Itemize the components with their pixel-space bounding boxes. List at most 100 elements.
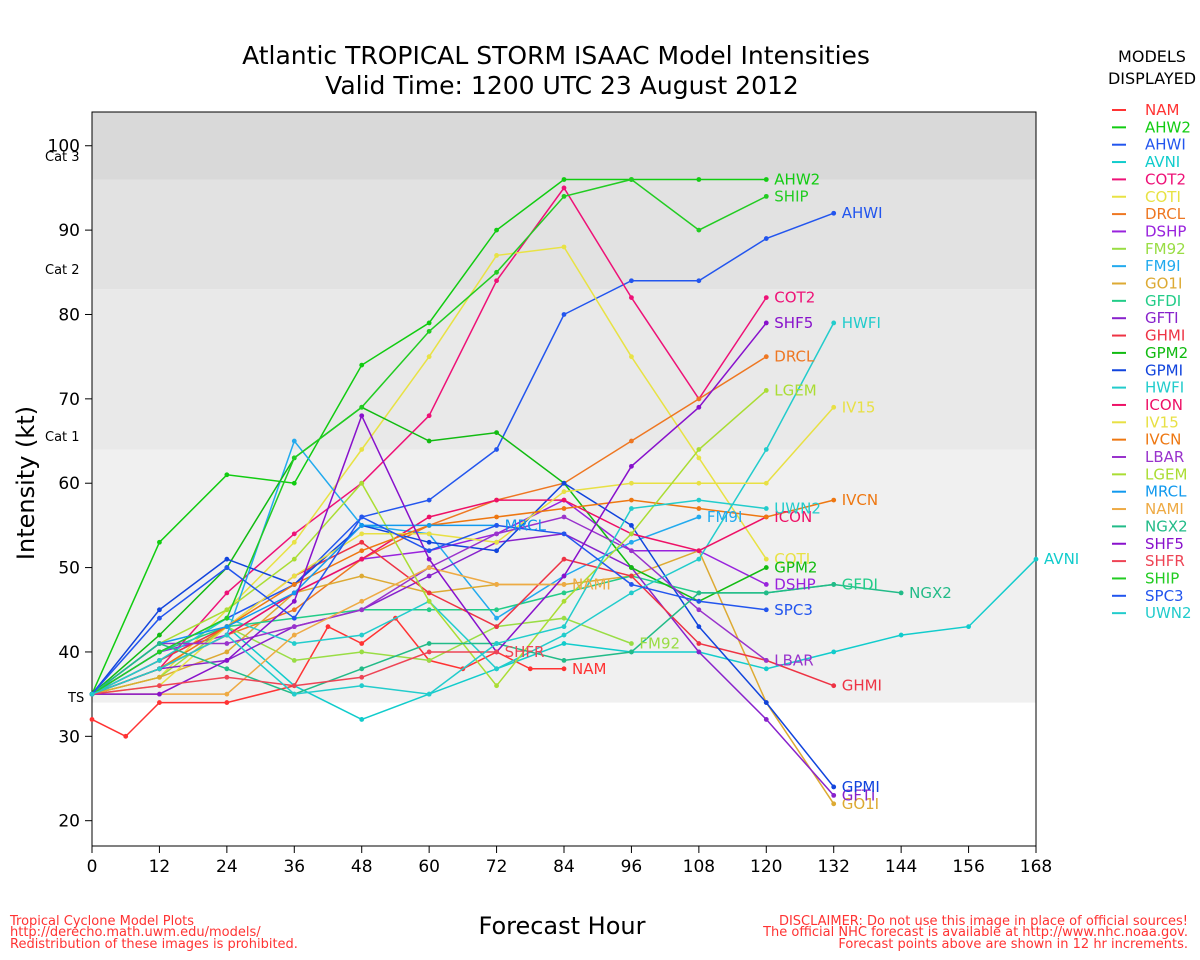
data-point-ngx2-120 <box>763 590 769 596</box>
series-end-label-ahw2: AHW2 <box>774 170 820 188</box>
data-point-go1i-48 <box>359 573 365 579</box>
legend-item-cot2: COT2 <box>1112 170 1186 188</box>
chart-title-line2: Valid Time: 1200 UTC 23 August 2012 <box>325 71 799 100</box>
data-point-gfti-108 <box>696 649 702 655</box>
data-point-coti-48 <box>359 447 365 452</box>
data-point-gpmi-12 <box>157 607 162 613</box>
legend-label-nami: NAMI <box>1145 500 1184 518</box>
data-point-spc3-96 <box>629 582 634 587</box>
data-point-shf5-12 <box>157 691 162 697</box>
data-point-spc3-24 <box>224 565 230 570</box>
legend-label-dshp: DSHP <box>1145 222 1186 240</box>
legend-title-line1: MODELS <box>1118 47 1186 66</box>
data-point-hwfi-96 <box>629 590 634 596</box>
series-line-hwfi <box>91 322 835 695</box>
y-tick-label-90: 90 <box>58 221 80 241</box>
cat1-label: Cat 1 <box>45 430 80 445</box>
legend-label-hwfi: HWFI <box>1145 379 1184 397</box>
data-point-spc3-36 <box>291 615 297 621</box>
data-point-ivcn-72 <box>494 514 499 520</box>
y-tick-label-100: 100 <box>48 137 80 157</box>
data-point-ngx2-12 <box>157 641 162 646</box>
data-point-drcl-36 <box>291 607 297 613</box>
data-point-ship-120 <box>763 193 769 199</box>
data-point-icon-72 <box>494 497 499 503</box>
legend-label-fm9i: FM9I <box>1145 257 1181 275</box>
legend-label-gpm2: GPM2 <box>1145 344 1188 362</box>
series-end-label-go1i: GO1I <box>842 795 879 813</box>
legend-item-iv15: IV15 <box>1112 413 1179 431</box>
data-point-fm9i-108 <box>696 514 702 520</box>
legend-item-dshp: DSHP <box>1112 222 1186 240</box>
data-point-iv15-132 <box>831 404 837 410</box>
data-point-shf5-36 <box>291 598 297 604</box>
data-point-gpmi-72 <box>494 548 499 554</box>
series-end-label-hwfi: HWFI <box>842 314 881 332</box>
data-point-drcl-108 <box>696 396 702 402</box>
x-tick-label-24: 24 <box>216 857 238 877</box>
data-point-uwn2-60 <box>426 691 432 697</box>
data-point-nam-24 <box>224 700 230 705</box>
footer-right-line3: Forecast points above are shown in 12 hr… <box>838 937 1188 952</box>
legend-item-fm9i: FM9I <box>1112 257 1181 275</box>
data-point-lgem-24 <box>224 607 230 613</box>
data-point-fm92-84 <box>561 615 567 621</box>
legend-label-ghmi: GHMI <box>1145 327 1185 345</box>
data-point-mrcl-60 <box>426 523 432 528</box>
series-end-label-ghmi: GHMI <box>842 677 882 695</box>
data-point-ghmi-108 <box>696 641 702 646</box>
data-point-lbar-24 <box>224 641 230 646</box>
x-tick-label-36: 36 <box>283 857 305 877</box>
legend-label-coti: COTI <box>1145 188 1181 206</box>
cat2-label: Cat 2 <box>45 263 80 278</box>
series-end-label-gfti: GFTI <box>842 786 876 804</box>
series-line-ghmi <box>91 541 834 695</box>
series-line-go1i <box>91 549 835 805</box>
data-point-ngx2-144 <box>898 590 904 596</box>
series-end-label-lgem: LGEM <box>774 381 816 399</box>
x-tick-label-96: 96 <box>621 857 643 877</box>
legend-item-gpm2: GPM2 <box>1112 344 1188 362</box>
data-point-uwn2-72 <box>494 641 499 646</box>
data-point-spc3-72 <box>494 523 499 528</box>
data-point-gpm2-96 <box>629 565 634 570</box>
data-point-fm92-36 <box>291 657 297 663</box>
data-point-shfr-36 <box>291 683 297 689</box>
data-point-go1i-12 <box>157 674 162 680</box>
data-point-cot2-24 <box>224 590 230 596</box>
data-point-fm92-48 <box>359 649 365 655</box>
data-point-cot2-84 <box>561 185 567 191</box>
data-point-ivcn-108 <box>696 506 702 511</box>
data-point-nam-6 <box>123 733 129 739</box>
data-point-shf5-48 <box>359 413 365 419</box>
legend-item-coti: COTI <box>1112 188 1181 206</box>
data-point-ahwi-120 <box>763 236 769 241</box>
data-point-spc3-48 <box>359 514 365 520</box>
y-tick-label-30: 30 <box>58 727 80 747</box>
data-point-avni-132 <box>831 649 837 655</box>
data-point-spc3-108 <box>696 598 702 604</box>
legend-label-nam: NAM <box>1145 101 1179 119</box>
data-point-lgem-96 <box>629 531 634 537</box>
data-point-nami-72 <box>494 582 499 587</box>
data-point-ship-36 <box>291 455 297 461</box>
legend-label-gfdi: GFDI <box>1145 292 1181 310</box>
legend-label-drcl: DRCL <box>1145 205 1186 223</box>
data-point-nam-0 <box>89 717 95 722</box>
data-point-gfti-120 <box>763 717 769 722</box>
data-point-nam-42 <box>325 624 331 630</box>
data-point-shfr-60 <box>426 649 432 655</box>
series-end-label-ngx2: NGX2 <box>909 584 952 602</box>
legend-label-gfti: GFTI <box>1145 309 1179 327</box>
data-point-ship-60 <box>426 328 432 334</box>
data-point-gpmi-132 <box>831 784 837 790</box>
data-point-shf5-24 <box>224 657 230 663</box>
data-point-ahw2-48 <box>359 362 365 368</box>
legend-item-ngx2: NGX2 <box>1112 517 1188 535</box>
series-end-label-icon: ICON <box>774 508 812 526</box>
chart-axes: 0 12 24 36 48 60 72 84 96 108 120 132 144 156 168 20 30 4… <box>48 111 1052 877</box>
data-point-iv15-108 <box>696 480 702 486</box>
data-point-ghmi-48 <box>359 539 365 545</box>
data-point-coti-108 <box>696 455 702 461</box>
data-point-ship-24 <box>224 615 230 621</box>
